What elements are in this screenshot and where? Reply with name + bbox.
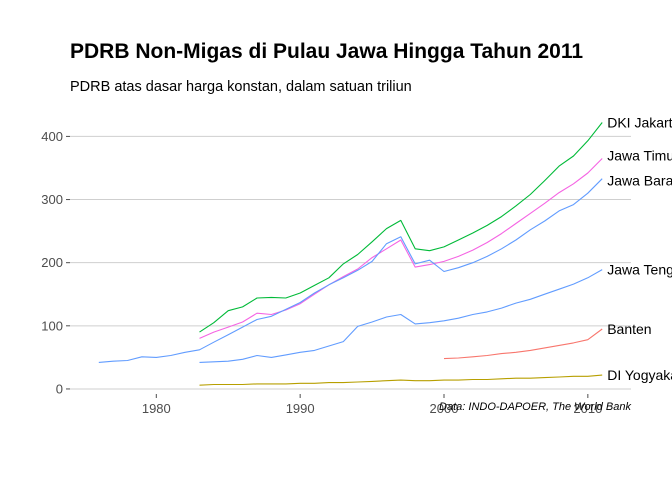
series-line-jawa-timur	[199, 158, 603, 339]
series-line-jawa-tengah	[199, 269, 603, 363]
gridlines	[70, 135, 631, 390]
series-lines	[98, 122, 603, 386]
y-tick-label: 300	[41, 192, 63, 207]
series-label-di-yogyakarta: DI Yogyakarta	[607, 367, 672, 383]
series-label-jawa-barat: Jawa Barat	[607, 173, 672, 189]
series-label-jawa-timur: Jawa Timur	[607, 148, 672, 164]
series-label-jawa-tengah: Jawa Tengah	[607, 262, 672, 278]
series-line-di-yogyakarta	[199, 374, 603, 386]
chart-subtitle: PDRB atas dasar harga konstan, dalam sat…	[70, 79, 412, 95]
series-line-dki-jakarta	[199, 122, 603, 333]
x-tick-label: 1980	[142, 401, 171, 416]
series-label-dki-jakarta: DKI Jakarta	[607, 115, 672, 131]
chart-title: PDRB Non-Migas di Pulau Jawa Hingga Tahu…	[70, 40, 583, 63]
series-label-banten: Banten	[607, 321, 651, 337]
series-end-labels: DKI Jakarta Jawa Timur Jawa Barat Jawa Teng…	[607, 115, 672, 384]
x-tick-label: 2010	[573, 401, 602, 416]
x-tick-label: 2000	[430, 401, 459, 416]
y-tick-label: 0	[56, 381, 63, 396]
chart-caption: Data: INDO-DAPOER, The World Bank	[439, 401, 631, 413]
y-tick-label: 200	[41, 255, 63, 270]
axes: 0 100 200 300 400 1980 1990 2000 2010	[41, 129, 602, 416]
x-tick-label: 1990	[286, 401, 315, 416]
y-tick-label: 100	[41, 318, 63, 333]
y-tick-label: 400	[41, 129, 63, 144]
series-line-banten	[443, 328, 603, 360]
series-line-jawa-barat	[98, 178, 603, 363]
